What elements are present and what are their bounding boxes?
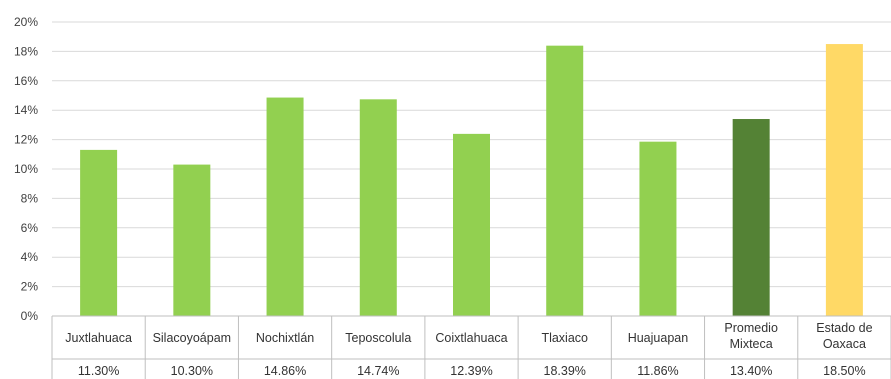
y-tick-label: 16% <box>14 74 38 88</box>
category-label: Coixtlahuaca <box>435 331 507 345</box>
bar-3 <box>359 99 397 317</box>
category-label: Nochixtlán <box>256 331 314 345</box>
bar-2 <box>266 97 304 316</box>
bar-5 <box>546 45 584 317</box>
bar-6 <box>639 141 677 316</box>
category-label: Mixteca <box>730 337 773 351</box>
y-tick-label: 20% <box>14 15 38 29</box>
y-tick-label: 8% <box>21 191 39 205</box>
value-label: 10.30% <box>171 364 213 378</box>
bar-0 <box>80 149 118 316</box>
value-label: 18.39% <box>544 364 586 378</box>
category-label: Juxtlahuaca <box>65 331 132 345</box>
y-tick-label: 12% <box>14 133 38 147</box>
bar-4 <box>453 133 490 316</box>
y-tick-label: 18% <box>14 44 38 58</box>
y-tick-label: 4% <box>21 250 39 264</box>
bar-8 <box>825 44 863 317</box>
value-label: 14.74% <box>357 364 399 378</box>
category-label: Huajuapan <box>628 331 689 345</box>
category-label: Estado de <box>816 321 872 335</box>
value-label: 14.86% <box>264 364 306 378</box>
bar-1 <box>173 164 211 316</box>
value-label: 12.39% <box>450 364 492 378</box>
category-label: Tlaxiaco <box>541 331 588 345</box>
y-tick-label: 2% <box>21 280 39 294</box>
bar-7 <box>732 119 770 317</box>
y-tick-label: 6% <box>21 221 39 235</box>
category-label: Promedio <box>724 321 778 335</box>
category-label: Teposcolula <box>345 331 411 345</box>
value-label: 18.50% <box>823 364 865 378</box>
category-label: Oaxaca <box>823 337 866 351</box>
y-tick-label: 10% <box>14 162 38 176</box>
value-label: 11.86% <box>637 364 678 378</box>
value-label: 11.30% <box>78 364 119 378</box>
category-label: Silacoyoápam <box>153 331 232 345</box>
y-tick-label: 14% <box>14 103 38 117</box>
value-label: 13.40% <box>730 364 772 378</box>
y-tick-label: 0% <box>21 309 39 323</box>
